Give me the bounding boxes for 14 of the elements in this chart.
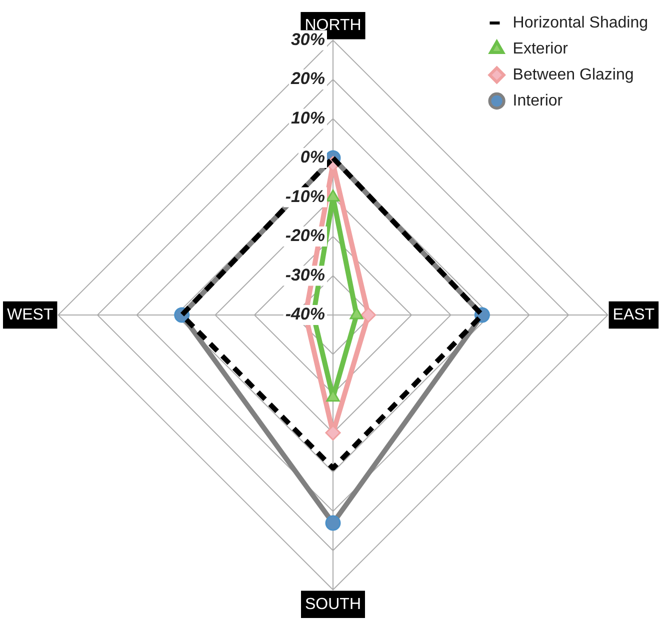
spoke-label: WEST: [7, 306, 54, 324]
legend-label: Between Glazing: [512, 66, 634, 84]
y-tick-label: -20%: [285, 226, 325, 246]
spoke-label: EAST: [612, 306, 655, 324]
y-tick-label: 10%: [290, 108, 325, 128]
legend-label: Horizontal Shading: [512, 14, 648, 32]
y-tick-label: -10%: [285, 186, 325, 206]
y-tick-label: 30%: [290, 30, 325, 49]
y-tick-label: 20%: [290, 69, 325, 88]
spoke-label: SOUTH: [305, 596, 361, 613]
legend-label: Exterior: [512, 40, 569, 58]
y-tick-label: -30%: [285, 265, 325, 284]
legend-label: Interior: [512, 92, 564, 110]
y-tick-label: 0%: [300, 148, 325, 167]
